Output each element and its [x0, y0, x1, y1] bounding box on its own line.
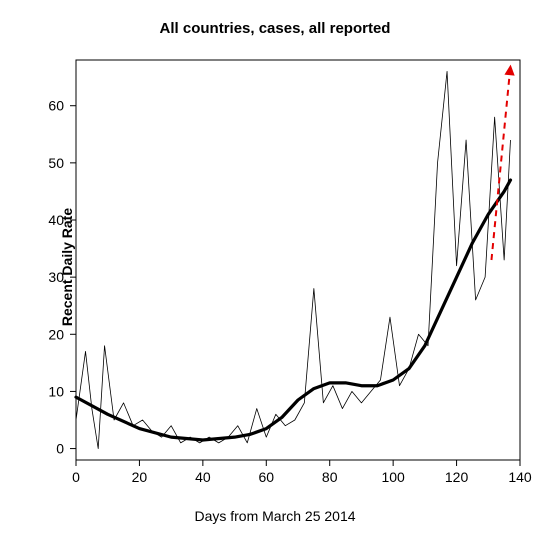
y-tick-label: 20: [48, 326, 64, 342]
raw-data-line: [76, 71, 510, 448]
y-tick-label: 30: [48, 269, 64, 285]
x-tick-label: 20: [132, 469, 148, 485]
chart-container: All countries, cases, all reported Recen…: [0, 0, 550, 534]
x-tick-label: 0: [72, 469, 80, 485]
x-tick-label: 60: [258, 469, 274, 485]
y-tick-label: 40: [48, 212, 64, 228]
x-tick-label: 80: [322, 469, 338, 485]
x-tick-label: 140: [508, 469, 532, 485]
y-tick-label: 10: [48, 383, 64, 399]
y-tick-label: 50: [48, 155, 64, 171]
projection-arrow-line: [491, 66, 510, 260]
x-tick-label: 100: [381, 469, 405, 485]
projection-arrow-head: [505, 66, 514, 75]
x-tick-label: 40: [195, 469, 211, 485]
smoothed-trend-line: [76, 180, 510, 440]
y-tick-label: 60: [48, 98, 64, 114]
chart-svg: 0 20 40 60 80 100 120 140 0 10 20 30 40 50 60: [0, 0, 550, 534]
x-tick-label: 120: [445, 469, 469, 485]
y-tick-label: 0: [56, 441, 64, 457]
